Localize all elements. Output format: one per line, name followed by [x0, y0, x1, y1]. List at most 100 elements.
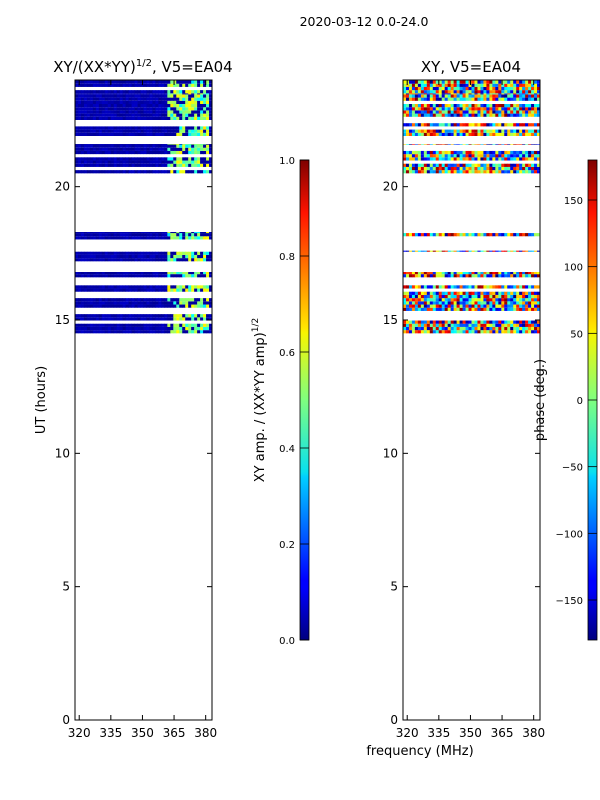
- heatmap-cell: [191, 258, 195, 262]
- heatmap-cell: [110, 107, 115, 111]
- heatmap-cell: [495, 97, 499, 101]
- heatmap-cell: [110, 232, 115, 234]
- heatmap-cell: [125, 83, 130, 87]
- heatmap-cell: [128, 144, 132, 148]
- heatmap-cell: [83, 232, 88, 234]
- heatmap-cell: [92, 272, 97, 275]
- heatmap-cell: [203, 93, 207, 95]
- heatmap-cell: [173, 304, 177, 308]
- heatmap-cell: [423, 93, 428, 95]
- heatmap-cell: [519, 307, 523, 311]
- heatmap-cell: [143, 144, 147, 148]
- heatmap-cell: [167, 304, 171, 308]
- heatmap-cell: [531, 170, 535, 174]
- heatmap-cell: [456, 291, 460, 295]
- heatmap-cell: [137, 330, 141, 334]
- heatmap-cell: [170, 90, 174, 94]
- heatmap-cell: [191, 94, 195, 98]
- heatmap-cell: [483, 330, 487, 334]
- heatmap-cell: [486, 285, 490, 289]
- heatmap-cell: [417, 80, 422, 84]
- heatmap-cell: [414, 157, 419, 161]
- heatmap-cell: [522, 150, 526, 155]
- heatmap-cell: [107, 157, 112, 161]
- heatmap-cell: [495, 132, 499, 136]
- heatmap-cell: [405, 86, 410, 91]
- heatmap-cell: [77, 107, 82, 111]
- heatmap-cell: [176, 83, 180, 87]
- heatmap-cell: [423, 274, 428, 278]
- heatmap-cell: [459, 83, 463, 87]
- heatmap-cell: [125, 144, 130, 145]
- heatmap-cell: [417, 233, 422, 237]
- heatmap-cell: [417, 157, 422, 161]
- heatmap-cell: [107, 126, 112, 130]
- heatmap-cell: [507, 272, 511, 275]
- heatmap-cell: [170, 93, 174, 95]
- heatmap-cell: [417, 90, 422, 94]
- heatmap-cell: [95, 97, 100, 101]
- heatmap-cell: [185, 272, 189, 275]
- heatmap-cell: [92, 251, 97, 255]
- heatmap-cell: [495, 90, 499, 94]
- heatmap-cell: [513, 274, 517, 278]
- heatmap-cell: [423, 129, 428, 133]
- heatmap-cell: [119, 317, 124, 321]
- heatmap-cell: [468, 323, 472, 327]
- heatmap-cell: [209, 258, 212, 262]
- heatmap-cell: [495, 320, 499, 324]
- heatmap-cell: [173, 144, 177, 145]
- heatmap-cell: [119, 144, 124, 145]
- heatmap-cell: [477, 80, 481, 84]
- heatmap-cell: [456, 163, 460, 167]
- heatmap-cell: [417, 298, 422, 302]
- heatmap-cell: [200, 93, 204, 95]
- heatmap-cell: [164, 326, 168, 331]
- heatmap-cell: [98, 301, 103, 305]
- heatmap-cell: [444, 104, 449, 108]
- heatmap-cell: [128, 285, 132, 289]
- heatmap-cell: [522, 163, 526, 167]
- heatmap-cell: [167, 258, 171, 262]
- heatmap-cell: [107, 97, 112, 101]
- heatmap-cell: [155, 233, 159, 237]
- heatmap-cell: [522, 301, 526, 305]
- heatmap-cell: [113, 93, 118, 95]
- heatmap-cell: [77, 251, 82, 255]
- heatmap-cell: [447, 274, 452, 278]
- heatmap-cell: [104, 326, 109, 331]
- heatmap-cell: [429, 272, 434, 275]
- heatmap-cell: [501, 298, 505, 302]
- heatmap-cell: [426, 330, 431, 334]
- heatmap-cell: [203, 94, 207, 98]
- heatmap-cell: [146, 251, 150, 255]
- heatmap-cell: [420, 83, 425, 87]
- heatmap-cell: [131, 163, 135, 167]
- heatmap-cell: [453, 166, 458, 171]
- heatmap-cell: [122, 170, 127, 174]
- heatmap-cell: [197, 272, 201, 275]
- heatmap-cell: [188, 144, 192, 145]
- heatmap-cell: [411, 170, 416, 174]
- heatmap-cell: [498, 298, 502, 302]
- heatmap-cell: [95, 107, 100, 111]
- heatmap-cell: [116, 144, 121, 148]
- heatmap-cell: [98, 110, 103, 114]
- heatmap-cell: [107, 330, 112, 334]
- heatmap-cell: [107, 160, 112, 164]
- heatmap-cell: [450, 307, 455, 311]
- heatmap-cell: [140, 97, 144, 101]
- heatmap-cell: [197, 160, 201, 164]
- heatmap-cell: [495, 150, 499, 155]
- heatmap-cell: [429, 94, 434, 98]
- heatmap-cell: [408, 110, 413, 114]
- heatmap-cell: [537, 97, 540, 101]
- heatmap-cell: [408, 83, 413, 87]
- heatmap-cell: [507, 113, 511, 117]
- heatmap-cell: [173, 236, 177, 240]
- heatmap-cell: [197, 100, 201, 104]
- heatmap-cell: [170, 272, 174, 275]
- heatmap-cell: [113, 144, 118, 148]
- colorbar-tick-label: 100: [564, 263, 583, 274]
- heatmap-cell: [194, 126, 198, 130]
